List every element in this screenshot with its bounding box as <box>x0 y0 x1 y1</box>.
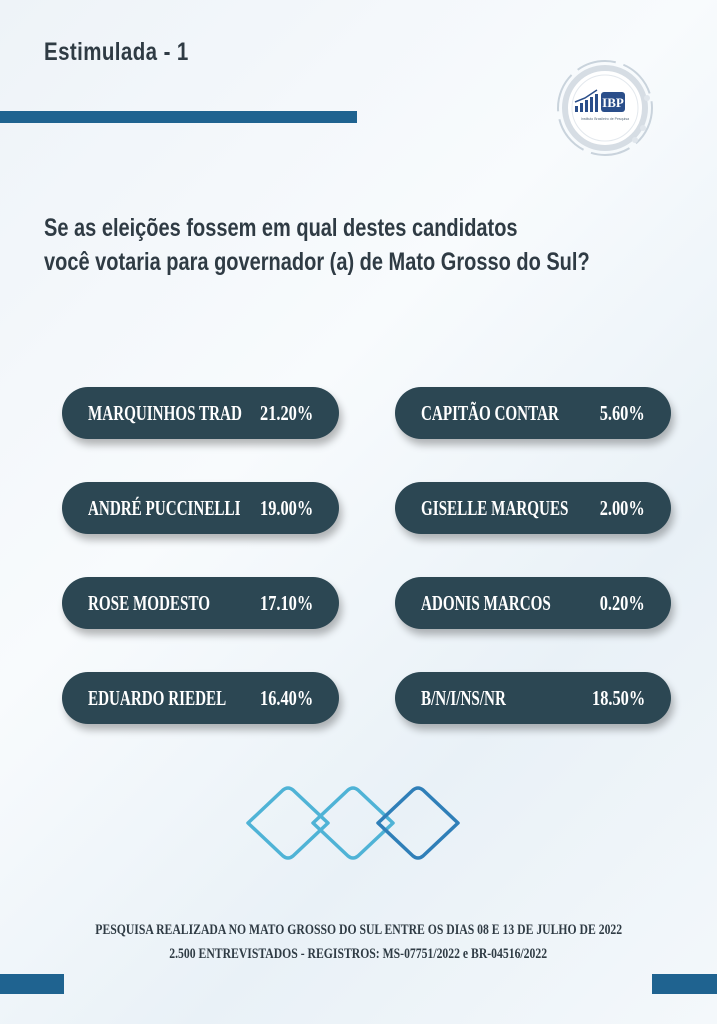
footer-accent-bar-left <box>0 974 64 994</box>
diamond-shape <box>376 786 460 860</box>
candidate-name: ANDRÉ PUCCINELLI <box>88 496 241 520</box>
candidate-percentage: 5.60% <box>599 401 645 425</box>
result-pill: GISELLE MARQUES 2.00% <box>395 482 671 534</box>
footer-accent-bar-right <box>652 974 717 994</box>
candidate-percentage: 2.00% <box>599 496 645 520</box>
candidate-name: ADONIS MARCOS <box>421 591 551 615</box>
candidate-percentage: 18.50% <box>591 686 645 710</box>
candidate-percentage: 21.20% <box>259 401 313 425</box>
logo-emblem-icon: IBP Instituto Brasileiro de Pesquisa <box>557 60 653 156</box>
diamond-shape <box>311 786 395 860</box>
logo-text: IBP <box>602 95 624 110</box>
footnote-text: PESQUISA REALIZADA NO MATO GROSSO DO SUL… <box>95 922 622 938</box>
candidate-name: CAPITÃO CONTAR <box>421 401 559 425</box>
result-pill: CAPITÃO CONTAR 5.60% <box>395 387 671 439</box>
candidate-name: MARQUINHOS TRAD <box>88 401 242 425</box>
candidate-percentage: 16.40% <box>259 686 313 710</box>
candidate-percentage: 0.20% <box>599 591 645 615</box>
candidate-name: EDUARDO RIEDEL <box>88 686 227 710</box>
survey-footnote-line-1: PESQUISA REALIZADA NO MATO GROSSO DO SUL… <box>0 922 717 939</box>
diamond-shape <box>246 786 330 860</box>
header-accent-bar <box>0 111 357 123</box>
logo-caption: Instituto Brasileiro de Pesquisa <box>581 117 629 121</box>
question-line-1: Se as eleições fossem em qual destes can… <box>44 214 518 242</box>
result-pill: ADONIS MARCOS 0.20% <box>395 577 671 629</box>
footnote-text: 2.500 ENTREVISTADOS - REGISTROS: MS-0775… <box>169 946 548 962</box>
survey-question: Se as eleições fossem em qual destes can… <box>44 211 590 279</box>
ibp-logo: IBP Instituto Brasileiro de Pesquisa <box>555 58 655 158</box>
result-pill: B/N/I/NS/NR 18.50% <box>395 672 671 724</box>
result-pill: EDUARDO RIEDEL 16.40% <box>62 672 339 724</box>
candidate-percentage: 17.10% <box>259 591 313 615</box>
candidate-name: ROSE MODESTO <box>88 591 210 615</box>
candidate-name: B/N/I/NS/NR <box>421 686 506 710</box>
page-title: Estimulada - 1 <box>44 38 189 66</box>
candidate-percentage: 19.00% <box>259 496 313 520</box>
result-pill: ANDRÉ PUCCINELLI 19.00% <box>62 482 339 534</box>
survey-footnote-line-2: 2.500 ENTREVISTADOS - REGISTROS: MS-0775… <box>0 946 717 963</box>
result-pill: ROSE MODESTO 17.10% <box>62 577 339 629</box>
result-pill: MARQUINHOS TRAD 21.20% <box>62 387 339 439</box>
candidate-name: GISELLE MARQUES <box>421 496 569 520</box>
decorative-diamonds <box>246 786 460 860</box>
question-line-2: você votaria para governador (a) de Mato… <box>44 248 590 276</box>
